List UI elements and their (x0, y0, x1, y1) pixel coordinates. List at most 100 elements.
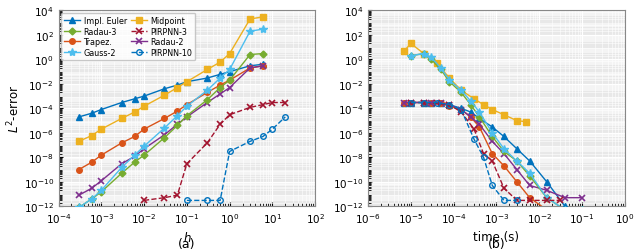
PIRPNN-3 (445, 104, 453, 107)
Trapez. (75, 168, 83, 171)
PIRPNN-10 (420, 102, 428, 104)
Midpoint (259, 16, 267, 19)
Gauss-2 (543, 196, 550, 200)
Midpoint (420, 53, 428, 56)
Radau-2 (467, 116, 474, 119)
Impl. Euler (216, 74, 224, 76)
PIRPNN-10 (458, 108, 465, 112)
Gauss-2 (140, 145, 148, 148)
Trapez. (420, 102, 428, 104)
Radau-2 (445, 104, 453, 107)
Radau-2 (543, 189, 550, 192)
PIRPNN-10 (480, 156, 488, 159)
Trapez. (161, 118, 168, 120)
Impl. Euler (140, 95, 148, 98)
Radau-2 (246, 67, 254, 70)
Gauss-2 (513, 160, 521, 163)
Midpoint (140, 105, 148, 108)
Gauss-2 (75, 206, 83, 209)
Impl. Euler (420, 102, 428, 104)
PIRPNN-3 (543, 199, 550, 202)
Midpoint (246, 18, 254, 22)
Trapez. (458, 108, 465, 112)
Line: Impl. Euler: Impl. Euler (76, 62, 266, 120)
PIRPNN-10 (488, 184, 496, 187)
Radau-2 (428, 102, 435, 104)
Impl. Euler (88, 112, 95, 115)
Gauss-2 (173, 115, 181, 118)
Trapez. (488, 152, 496, 156)
Line: PIRPNN-3: PIRPNN-3 (408, 100, 563, 204)
Trapez. (513, 180, 521, 184)
Midpoint (407, 43, 415, 46)
PIRPNN-10 (226, 150, 234, 153)
Midpoint (118, 118, 125, 120)
Radau-3 (488, 136, 496, 138)
Radau-2 (216, 93, 224, 96)
Radau-3 (259, 53, 267, 56)
Gauss-2 (259, 28, 267, 32)
Impl. Euler (437, 102, 445, 106)
Line: Radau-3: Radau-3 (408, 52, 584, 212)
Trapez. (428, 102, 435, 104)
X-axis label: $h$: $h$ (182, 230, 191, 244)
Y-axis label: $L^2$-error: $L^2$-error (6, 85, 22, 133)
Trapez. (401, 102, 408, 104)
Radau-2 (513, 168, 521, 171)
Trapez. (543, 208, 550, 212)
Impl. Euler (561, 205, 569, 208)
Radau-3 (161, 137, 168, 140)
Trapez. (407, 102, 415, 104)
Radau-3 (173, 124, 181, 128)
Impl. Euler (513, 148, 521, 151)
PIRPNN-3 (226, 114, 234, 117)
PIRPNN-10 (282, 116, 289, 119)
X-axis label: time (s): time (s) (474, 230, 520, 243)
Radau-2 (161, 134, 168, 137)
Midpoint (401, 50, 408, 53)
PIRPNN-3 (246, 106, 254, 110)
Radau-2 (173, 123, 181, 126)
Radau-2 (183, 116, 191, 119)
Gauss-2 (226, 69, 234, 72)
Line: Trapez.: Trapez. (401, 100, 568, 213)
Midpoint (500, 114, 508, 117)
Radau-2 (526, 184, 534, 187)
Radau-3 (420, 53, 428, 56)
Radau-3 (246, 54, 254, 57)
PIRPNN-3 (140, 199, 148, 202)
Line: Trapez.: Trapez. (76, 64, 266, 172)
Midpoint (480, 104, 488, 107)
Line: PIRPNN-3: PIRPNN-3 (141, 100, 289, 204)
Radau-2 (97, 180, 105, 182)
Midpoint (75, 140, 83, 143)
PIRPNN-10 (246, 140, 254, 143)
Gauss-2 (488, 132, 496, 135)
Trapez. (445, 105, 453, 108)
Trapez. (476, 126, 483, 129)
Radau-2 (259, 65, 267, 68)
Radau-3 (97, 190, 105, 194)
Radau-3 (183, 115, 191, 118)
Impl. Euler (259, 64, 267, 66)
PIRPNN-3 (282, 102, 289, 104)
Gauss-2 (216, 77, 224, 80)
Radau-3 (118, 172, 125, 175)
Trapez. (140, 128, 148, 131)
Gauss-2 (88, 198, 95, 200)
PIRPNN-10 (269, 128, 276, 131)
Radau-2 (140, 148, 148, 151)
Line: PIRPNN-10: PIRPNN-10 (408, 100, 520, 203)
Radau-2 (118, 162, 125, 166)
Impl. Euler (467, 111, 474, 114)
Trapez. (183, 104, 191, 107)
Impl. Euler (75, 116, 83, 119)
Impl. Euler (246, 65, 254, 68)
Text: (b): (b) (488, 237, 505, 250)
Radau-2 (500, 152, 508, 156)
Line: Impl. Euler: Impl. Euler (401, 100, 568, 209)
Radau-2 (75, 194, 83, 197)
Trapez. (467, 116, 474, 119)
Radau-3 (226, 79, 234, 82)
Text: (a): (a) (178, 237, 196, 250)
